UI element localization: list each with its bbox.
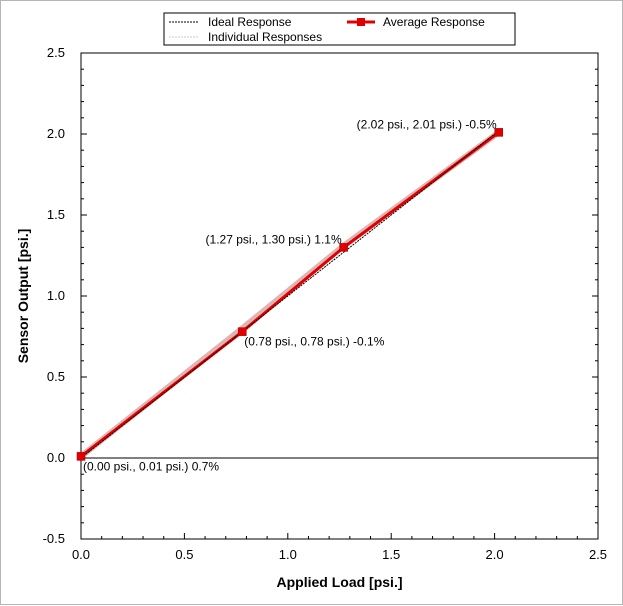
- x-tick-label: 2.0: [486, 547, 504, 562]
- x-tick-label: 1.0: [279, 547, 297, 562]
- y-tick-label: 2.5: [47, 45, 65, 60]
- average-response-point: [238, 327, 247, 336]
- x-axis-title: Applied Load [psi.]: [277, 574, 403, 590]
- x-tick-label: 0.0: [72, 547, 90, 562]
- average-response-point: [339, 243, 348, 252]
- y-tick-label: 2.0: [47, 126, 65, 141]
- legend-label-ideal: Ideal Response: [208, 15, 292, 29]
- y-tick-label: 1.5: [47, 207, 65, 222]
- data-point-annotation: (1.27 psi., 1.30 psi.) 1.1%: [206, 232, 342, 246]
- x-tick-label: 2.5: [589, 547, 607, 562]
- ideal-response-line: [80, 130, 500, 459]
- legend-label-average: Average Response: [383, 15, 485, 29]
- data-point-annotation: (0.78 psi., 0.78 psi.) -0.1%: [244, 335, 384, 349]
- x-tick-label: 1.5: [382, 547, 400, 562]
- average-response-point: [76, 452, 86, 461]
- y-tick-label: 1.0: [47, 288, 65, 303]
- legend-marker-average: [357, 18, 365, 26]
- average-response-point: [494, 128, 503, 137]
- y-axis-title: Sensor Output [psi.]: [15, 229, 31, 364]
- y-tick-label: -0.5: [43, 531, 65, 546]
- average-response-line: [80, 131, 500, 458]
- legend-label-individual: Individual Responses: [208, 30, 322, 44]
- y-tick-label: 0.0: [47, 450, 65, 465]
- y-tick-label: 0.5: [47, 369, 65, 384]
- legend-box: [163, 12, 516, 46]
- data-point-annotation: (0.00 psi., 0.01 psi.) 0.7%: [83, 459, 219, 473]
- data-point-annotation: (2.02 psi., 2.01 psi.) -0.5%: [357, 117, 497, 131]
- x-tick-label: 0.5: [175, 547, 193, 562]
